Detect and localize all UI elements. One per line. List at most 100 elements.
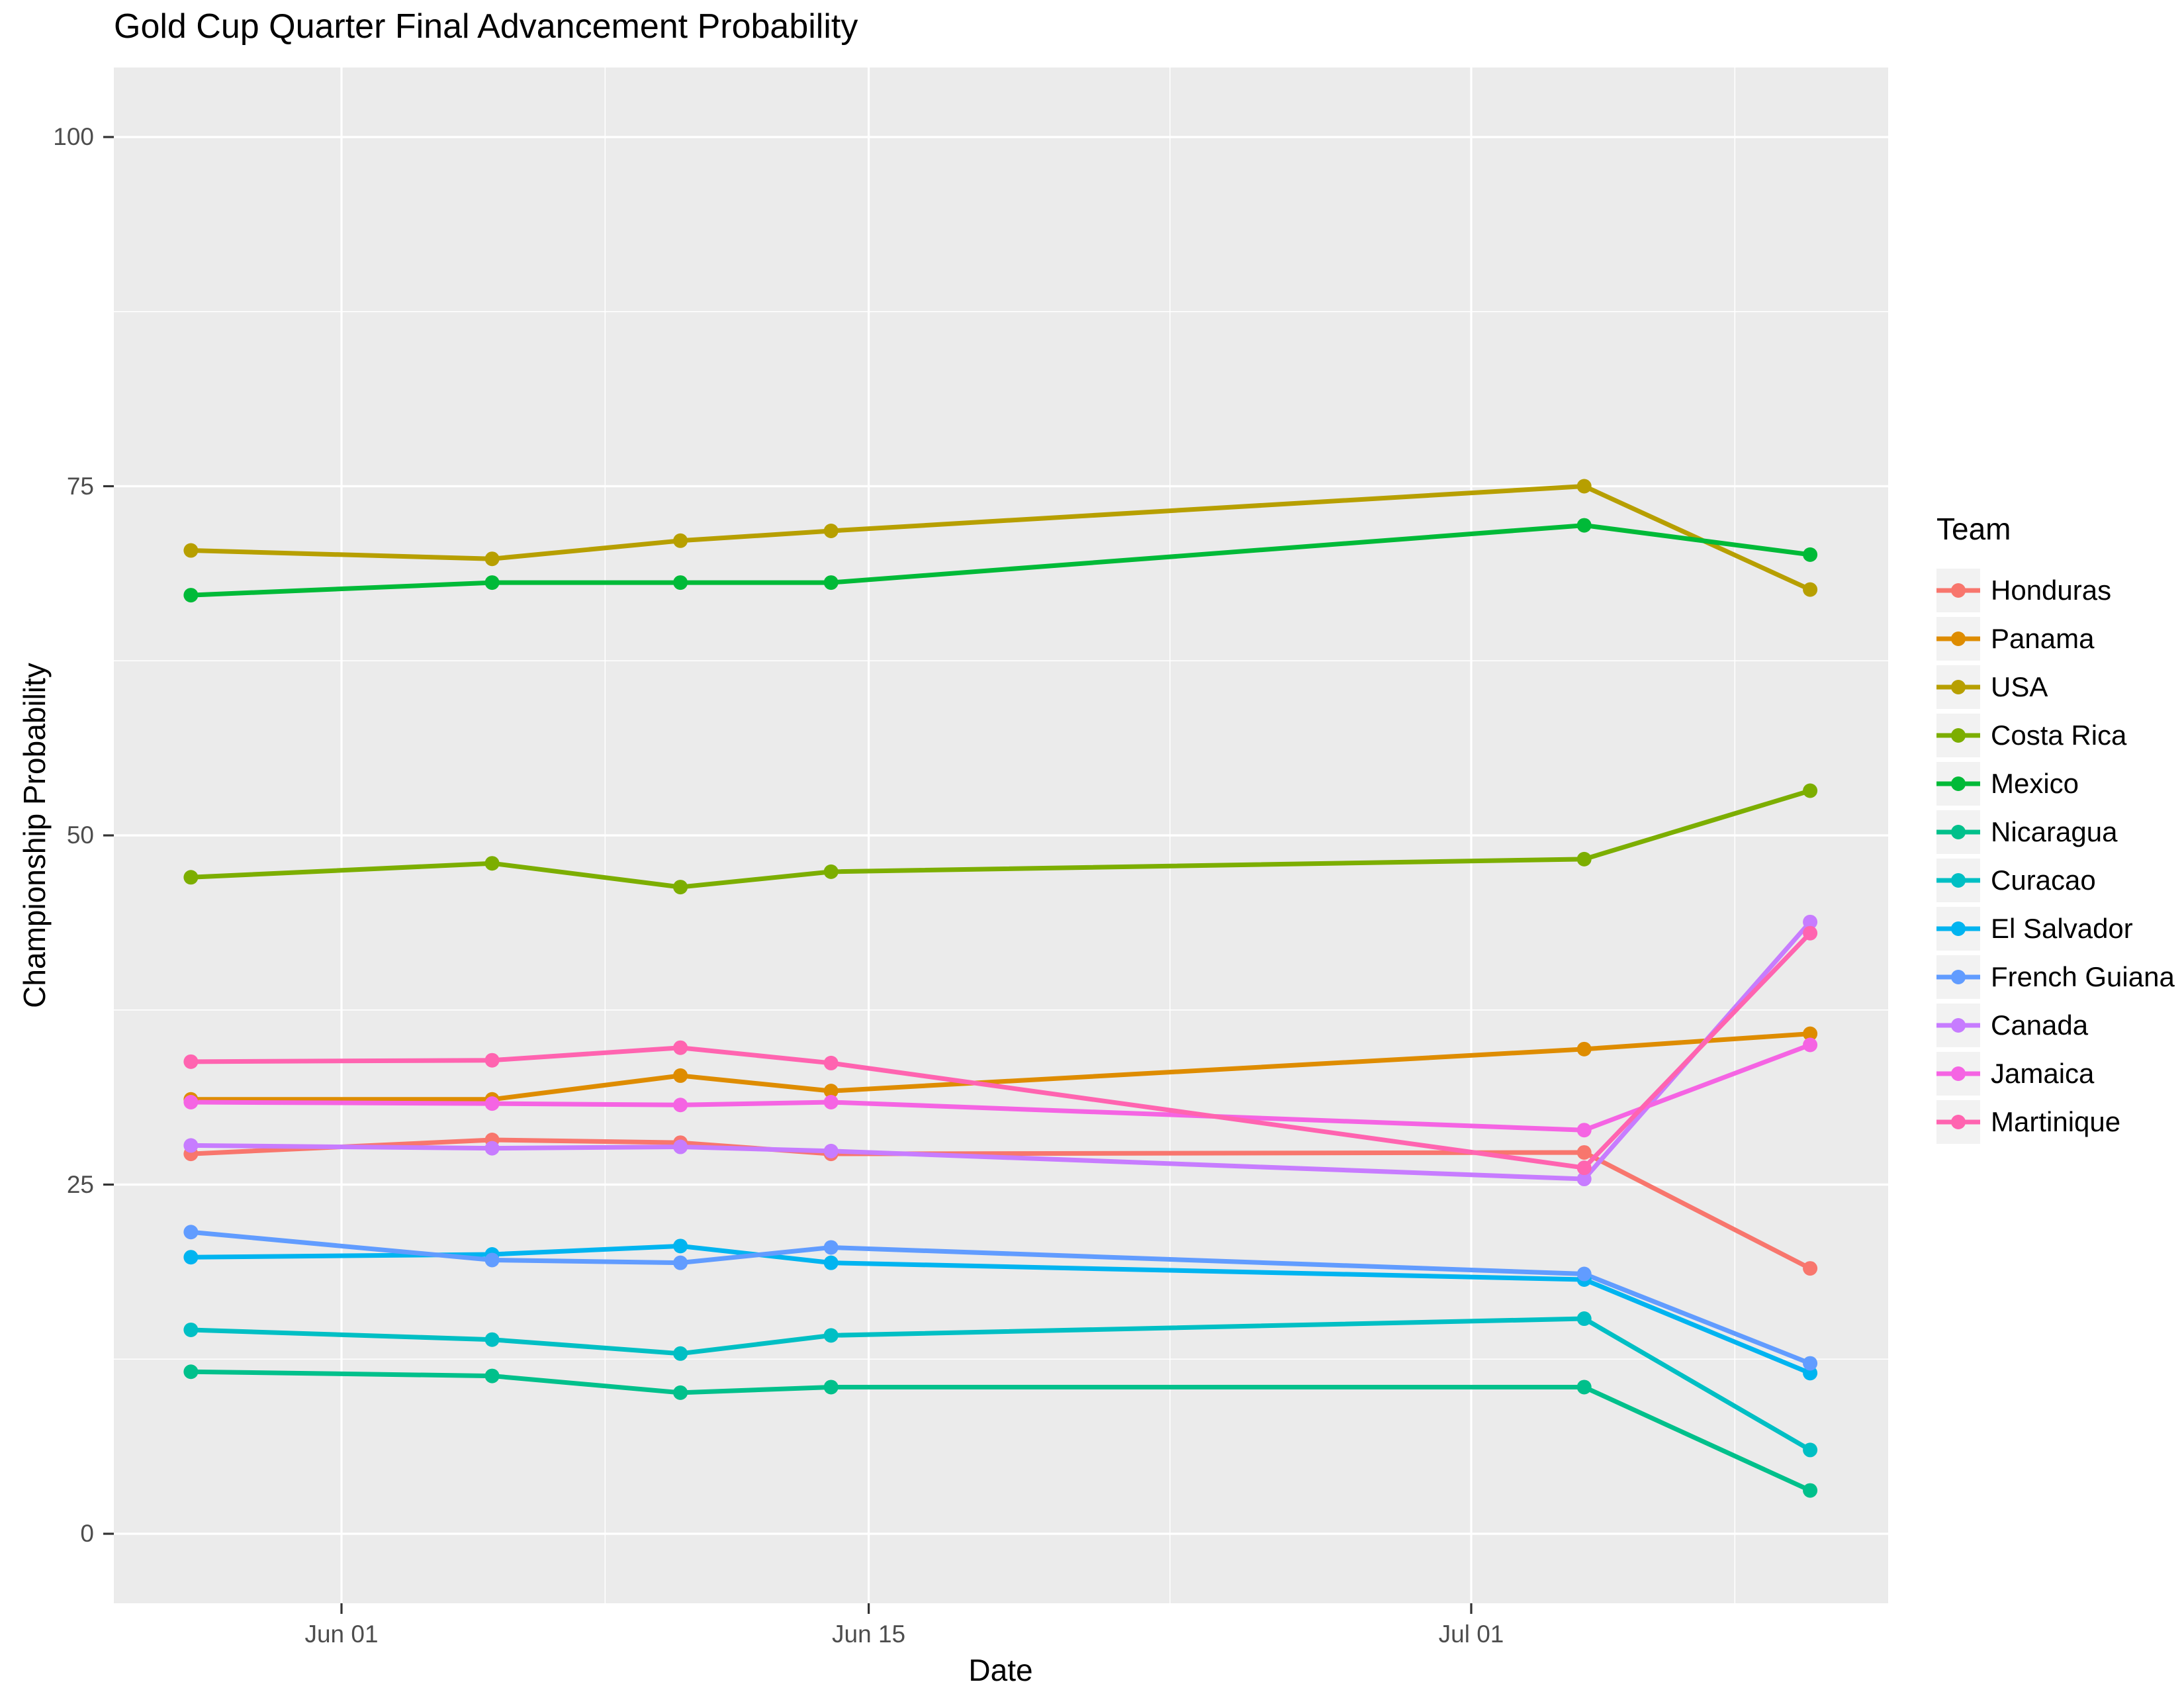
data-point-honduras [1803,1261,1818,1276]
data-point-french-guiana [183,1225,199,1240]
legend-label: Curacao [1991,865,2096,896]
y-tick-label: 100 [53,123,94,150]
legend-item-french-guiana: French Guiana [1936,953,2175,1001]
legend-item-usa: USA [1936,663,2175,711]
legend: Team Honduras Panama USA Costa Rica Mexico Ni… [1936,511,2175,1147]
legend-key-dot [1951,1018,1966,1033]
data-point-mexico [1576,518,1592,533]
data-point-canada [823,1143,839,1158]
series-line-martinique [188,931,1813,1170]
series-line-panama [188,1031,1813,1102]
legend-item-curacao: Curacao [1936,857,2175,904]
data-point-martinique [1576,1160,1592,1176]
legend-item-costa-rica: Costa Rica [1936,712,2175,759]
data-point-costa-rica [183,870,199,885]
data-point-jamaica [484,1096,500,1111]
data-point-mexico [1803,547,1818,562]
legend-key-icon [1936,762,1980,806]
legend-key-dot [1951,921,1966,936]
data-point-usa [183,543,199,558]
data-point-canada [673,1139,688,1154]
data-point-el-salvador [183,1250,199,1265]
legend-title: Team [1936,512,2011,546]
data-point-panama [673,1068,688,1083]
data-point-usa [1803,582,1818,597]
legend-key-icon [1936,569,1980,612]
data-point-mexico [484,575,500,590]
legend-key-icon [1936,665,1980,709]
legend-label: Panama [1991,623,2095,654]
legend-key-dot [1951,680,1966,694]
data-point-martinique [183,1054,199,1069]
data-point-french-guiana [823,1240,839,1255]
data-point-nicaragua [823,1380,839,1395]
data-point-canada [183,1138,199,1153]
data-point-curacao [484,1332,500,1347]
legend-item-jamaica: Jamaica [1936,1050,2175,1098]
legend-label: USA [1991,671,2048,702]
data-point-panama [1576,1041,1592,1056]
x-tick-label: Jul 01 [1438,1620,1504,1648]
data-point-costa-rica [1576,851,1592,867]
chart-title: Gold Cup Quarter Final Advancement Proba… [114,7,858,46]
data-point-costa-rica [1803,783,1818,798]
data-point-usa [1576,479,1592,494]
data-point-nicaragua [1803,1483,1818,1498]
data-point-jamaica [183,1095,199,1110]
data-point-martinique [673,1040,688,1055]
legend-label: Martinique [1991,1106,2121,1137]
legend-label: Canada [1991,1009,2089,1041]
legend-item-honduras: Honduras [1936,567,2175,614]
data-point-panama [1803,1026,1818,1041]
legend-items: Honduras Panama USA Costa Rica Mexico Nicarag… [1936,567,2175,1146]
legend-label: Mexico [1991,768,2079,799]
data-point-jamaica [1803,1037,1818,1053]
data-point-canada [1803,914,1818,929]
data-point-french-guiana [484,1252,500,1268]
data-point-costa-rica [673,880,688,895]
data-point-jamaica [673,1098,688,1113]
legend-key-dot [1951,1066,1966,1081]
data-point-jamaica [823,1095,839,1110]
data-point-nicaragua [183,1364,199,1380]
data-point-mexico [183,588,199,603]
y-tick-label: 25 [66,1170,94,1198]
legend-key-dot [1951,970,1966,984]
legend-label: Costa Rica [1991,720,2127,751]
legend-key-icon [1936,1004,1980,1047]
data-point-canada [1576,1172,1592,1187]
series-line-jamaica [188,1043,1813,1133]
legend-item-el-salvador: El Salvador [1936,905,2175,953]
data-point-nicaragua [673,1385,688,1400]
legend-item-mexico: Mexico [1936,760,2175,808]
data-point-el-salvador [823,1255,839,1270]
legend-key-dot [1951,873,1966,888]
data-point-martinique [484,1053,500,1068]
data-point-mexico [823,575,839,590]
series-line-canada [188,919,1813,1182]
data-point-french-guiana [1576,1266,1592,1282]
data-point-curacao [183,1322,199,1337]
legend-item-canada: Canada [1936,1002,2175,1049]
data-point-nicaragua [1576,1380,1592,1395]
series-line-costa-rica [188,788,1813,890]
legend-key-icon [1936,859,1980,902]
data-point-usa [484,551,500,567]
y-tick-label: 0 [80,1520,94,1547]
data-point-curacao [1576,1311,1592,1327]
data-point-curacao [673,1346,688,1361]
legend-label: El Salvador [1991,913,2133,944]
legend-key-dot [1951,583,1966,598]
legend-label: Nicaragua [1991,816,2118,847]
x-tick-label: Jun 01 [304,1620,379,1648]
data-point-costa-rica [823,864,839,879]
legend-key-icon [1936,907,1980,951]
data-point-el-salvador [673,1239,688,1254]
data-point-nicaragua [484,1368,500,1383]
legend-key-icon [1936,810,1980,854]
series-line-curacao [188,1316,1813,1452]
legend-item-martinique: Martinique [1936,1098,2175,1146]
data-point-martinique [1803,925,1818,941]
